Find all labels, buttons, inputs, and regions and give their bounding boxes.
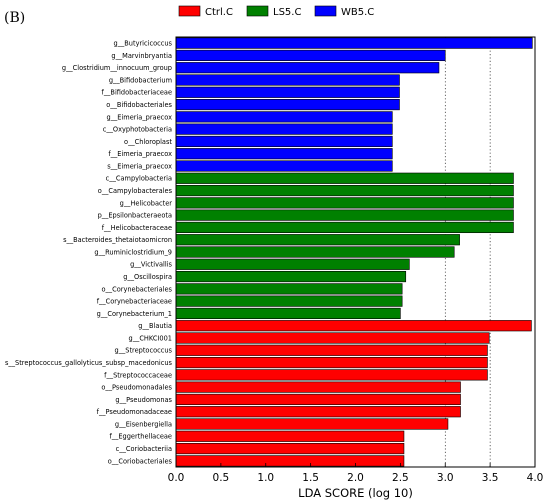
category-label-wb5-c-0: g__Butyricicoccus (114, 40, 173, 48)
category-label-ls5-c-3: p__Epsilonbacteraeota (98, 212, 172, 220)
category-labels: g__Butyricicoccus g__Marvinbryantia g__Clo… (5, 40, 173, 466)
category-label-ctrl-c-10: c__Coriobacteriia (116, 445, 172, 453)
x-axis-label: LDA SCORE (log 10) (298, 486, 413, 500)
category-label-wb5-c-6: g__Eimeria_praecox (107, 113, 173, 121)
x-tick-label-1: 0.5 (213, 472, 230, 484)
category-label-ctrl-c-7: f__Pseudomonadaceae (97, 408, 172, 416)
bar-wb5-c-7 (175, 123, 393, 135)
category-label-ctrl-c-5: o__Pseudomonadales (101, 384, 172, 392)
bar-ctrl-c-4 (175, 369, 488, 381)
bar-ls5-c-1 (175, 184, 514, 197)
bar-ls5-c-6 (175, 246, 455, 258)
category-label-ctrl-c-11: o__Coriobacteriales (108, 457, 173, 465)
bar-wb5-c-3 (175, 74, 400, 86)
bar-ctrl-c-2 (175, 344, 488, 356)
bar-ls5-c-10 (175, 295, 403, 307)
category-label-ctrl-c-9: f__Eggerthellaceae (109, 433, 172, 441)
category-label-ctrl-c-4: f__Streptococcaceae (104, 371, 172, 379)
bar-wb5-c-6 (175, 111, 393, 123)
bar-ctrl-c-6 (175, 393, 461, 406)
bar-ls5-c-11 (175, 307, 401, 320)
category-label-wb5-c-5: o__Bifidobacteriales (106, 101, 172, 109)
legend-swatch-ls5-c (246, 5, 269, 17)
category-label-ls5-c-11: g__Corynebacterium_1 (97, 310, 172, 318)
bar-ls5-c-8 (175, 270, 407, 283)
bar-ls5-c-9 (175, 283, 403, 295)
bar-ls5-c-4 (175, 221, 514, 234)
category-label-ls5-c-0: c__Campylobacteria (106, 175, 172, 183)
category-label-wb5-c-8: o__Chloroplast (124, 138, 172, 146)
x-tick-label-3: 1.5 (302, 472, 319, 484)
bar-ctrl-c-7 (175, 406, 461, 418)
category-label-ls5-c-9: o__Corynebacteriales (101, 285, 172, 293)
bar-ctrl-c-8 (175, 418, 449, 430)
category-label-ls5-c-6: g__Ruminiclostridium_9 (94, 248, 172, 256)
legend: Ctrl.C LS5.C WB5.C (178, 5, 374, 18)
bar-wb5-c-9 (175, 148, 393, 160)
bar-wb5-c-8 (175, 135, 393, 148)
category-label-ls5-c-10: f__Corynebacteriaceae (97, 298, 172, 306)
legend-label-ctrl-c: Ctrl.C (205, 7, 233, 18)
bar-ls5-c-3 (175, 209, 514, 221)
x-tick-label-5: 2.5 (392, 472, 409, 484)
bar-ls5-c-2 (175, 197, 514, 209)
x-tick-label-2: 1.0 (257, 472, 274, 484)
category-label-ls5-c-2: g__Helicobacter (120, 199, 173, 207)
bar-ctrl-c-1 (175, 332, 490, 344)
category-label-ctrl-c-1: g__CHKCI001 (129, 334, 172, 342)
category-label-wb5-c-1: g__Marvinbryantia (111, 52, 172, 60)
x-tick-label-6: 3.0 (437, 472, 454, 484)
bar-ctrl-c-10 (175, 442, 405, 455)
category-label-wb5-c-4: f__Bifidobacteriaceae (102, 89, 173, 97)
bar-wb5-c-2 (175, 62, 440, 74)
category-label-ctrl-c-6: g__Pseudomonas (115, 396, 172, 404)
bar-ls5-c-7 (175, 258, 410, 270)
bar-wb5-c-0 (175, 37, 533, 49)
bar-wb5-c-10 (175, 160, 393, 172)
bar-ctrl-c-9 (175, 430, 405, 442)
category-label-wb5-c-10: s__Eimeria_praecox (107, 162, 172, 170)
panel-label: (B) (4, 10, 25, 26)
category-label-ctrl-c-2: g__Streptococcus (114, 347, 172, 355)
bar-wb5-c-5 (175, 98, 400, 111)
category-label-ls5-c-5: s__Bacteroides_thetaiotaomicron (63, 236, 172, 244)
category-label-ls5-c-8: g__Oscillospira (123, 273, 172, 281)
legend-swatch-wb5-c (314, 5, 337, 17)
category-label-wb5-c-2: g__Clostridium__innocuum_group (62, 64, 172, 72)
legend-swatch-ctrl-c (178, 5, 201, 17)
x-tick-label-7: 3.5 (482, 472, 499, 484)
category-label-wb5-c-9: f__Eimeria_praecox (108, 150, 172, 158)
bar-ctrl-c-11 (175, 455, 405, 467)
legend-label-wb5-c: WB5.C (341, 7, 374, 18)
bar-ls5-c-0 (175, 172, 514, 184)
x-axis-ticks: 0.0 0.5 1.0 1.5 2.0 2.5 3.0 3.5 4.0 (168, 463, 544, 484)
bars (175, 37, 533, 467)
category-label-ctrl-c-3: s__Streptococcus_gallolyticus_subsp_mace… (5, 359, 173, 367)
bar-ctrl-c-5 (175, 381, 461, 393)
bar-wb5-c-4 (175, 86, 400, 98)
category-label-ctrl-c-0: g__Blautia (138, 322, 172, 330)
bar-wb5-c-1 (175, 49, 446, 62)
bar-ls5-c-5 (175, 234, 460, 246)
x-tick-label-8: 4.0 (527, 472, 544, 484)
category-label-ls5-c-1: o__Campylobacterales (98, 187, 173, 195)
bar-ctrl-c-3 (175, 356, 488, 369)
x-tick-label-4: 2.0 (347, 472, 364, 484)
category-label-ls5-c-7: g__Victivallis (130, 261, 172, 269)
category-label-wb5-c-7: c__Oxyphotobacteria (103, 126, 172, 134)
legend-label-ls5-c: LS5.C (273, 7, 301, 18)
category-label-ctrl-c-8: g__Eisenbergiella (115, 420, 172, 428)
bar-ctrl-c-0 (175, 320, 532, 332)
category-label-ls5-c-4: f__Helicobacteraceae (102, 224, 172, 232)
x-tick-label-0: 0.0 (168, 472, 185, 484)
category-label-wb5-c-3: g__Bifidobacterium (109, 76, 172, 84)
